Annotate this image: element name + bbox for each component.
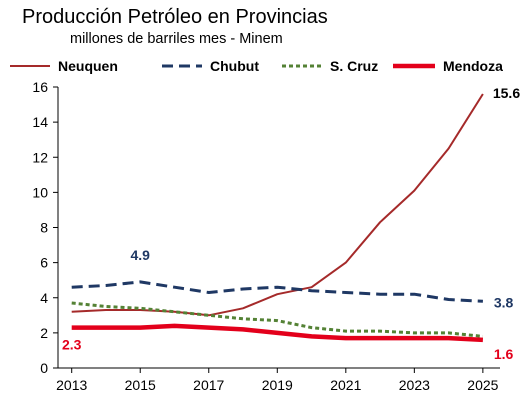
y-tick-label: 8 (40, 220, 48, 236)
x-tick-label: 2025 (467, 377, 498, 393)
y-tick-label: 16 (32, 79, 48, 95)
series-line-chubut (71, 280, 483, 303)
y-tick-label: 12 (32, 149, 48, 165)
series-line-mendoza (71, 323, 484, 343)
y-tick-label: 2 (40, 325, 48, 341)
chart-title: Producción Petróleo en Provincias (22, 6, 328, 28)
legend-label-chubut: Chubut (210, 58, 259, 74)
x-tick-label: 2017 (193, 377, 224, 393)
x-tick-label: 2021 (330, 377, 361, 393)
series-line-neuquen (71, 93, 484, 317)
data-label: 1.6 (494, 346, 514, 362)
data-label: 2.3 (62, 337, 82, 353)
data-label: 4.9 (130, 247, 150, 263)
x-tick-label: 2013 (56, 377, 87, 393)
legend-label-s-cruz: S. Cruz (330, 58, 378, 74)
y-tick-label: 6 (40, 255, 48, 271)
y-tick-label: 4 (40, 290, 48, 306)
data-label: 3.8 (494, 294, 514, 310)
chart-subtitle: millones de barriles mes - Minem (70, 31, 283, 47)
x-tick-label: 2015 (125, 377, 156, 393)
y-tick-label: 14 (32, 114, 48, 130)
x-tick-label: 2023 (399, 377, 430, 393)
legend-label-neuquen: Neuquen (58, 58, 118, 74)
x-tick-label: 2019 (262, 377, 293, 393)
legend-label-mendoza: Mendoza (443, 58, 503, 74)
y-tick-label: 10 (32, 184, 48, 200)
y-tick-label: 0 (40, 360, 48, 376)
series-line-s-cruz (71, 301, 484, 338)
data-label: 15.6 (493, 85, 520, 101)
